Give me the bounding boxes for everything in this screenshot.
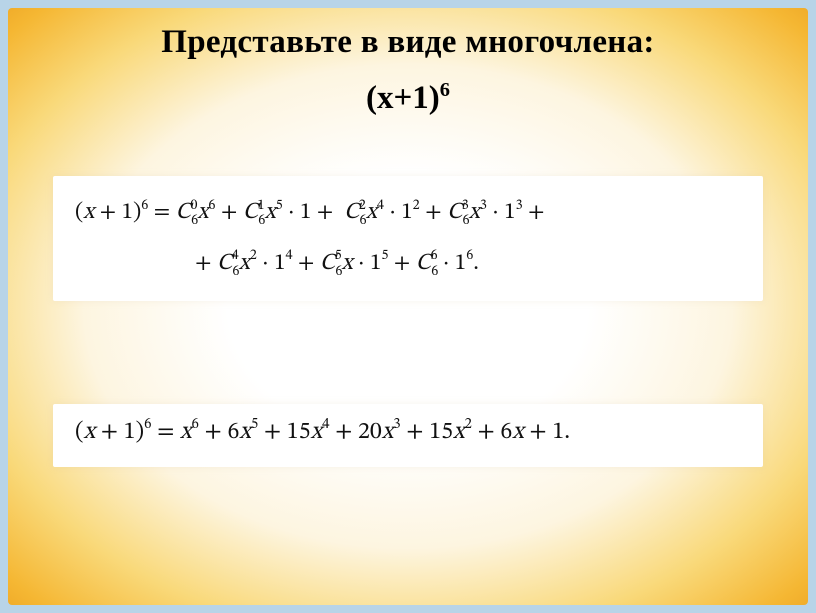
expansion-line-1: (x + 1)6 = C60x6 + C61x5 · 1 + C62x4 · 1… (75, 188, 741, 239)
header-area: Представьте в виде многочлена: (х+1)6 (38, 24, 778, 143)
result-equation: (x + 1)6 = x6 + 6x5 + 15x4 + 20x3 + 15x2… (75, 416, 741, 447)
expansion-terms-1: C60x6 + C61x5 · 1 + C62x4 · 12 + C63x3 ·… (176, 201, 545, 224)
expansion-formula-block: (x + 1)6 = C60x6 + C61x5 · 1 + C62x4 · 1… (53, 176, 763, 301)
slide-subtitle: (х+1)6 (38, 79, 778, 117)
slide-title: Представьте в виде многочлена: (38, 24, 778, 61)
result-formula-block: (x + 1)6 = x6 + 6x5 + 15x4 + 20x3 + 15x2… (53, 404, 763, 467)
expansion-line-2: + C64x2 · 14 + C65x · 15 + C66 · 16. (75, 239, 741, 290)
expansion-lhs: (x + 1)6 = (75, 201, 176, 224)
expansion-terms-2: + C64x2 · 14 + C65x · 15 + C66 · 16. (195, 252, 479, 275)
